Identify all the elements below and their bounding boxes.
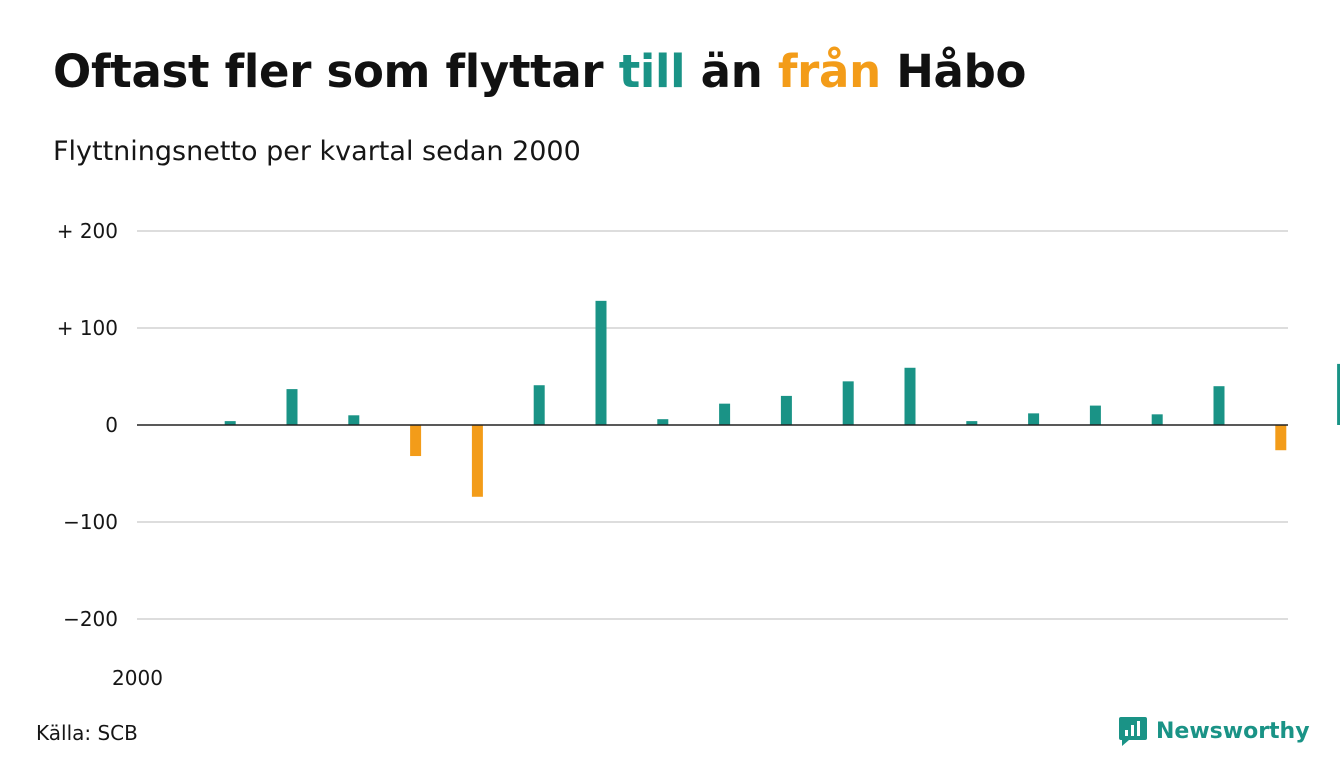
y-tick-label: + 100 <box>57 316 118 340</box>
y-tick-label: 0 <box>105 413 118 437</box>
bar <box>348 415 360 425</box>
bar <box>1213 386 1225 425</box>
bar <box>224 421 236 425</box>
title-part-fran: från <box>777 45 881 98</box>
title-part-5: Håbo <box>880 45 1027 98</box>
title-part-3: än <box>685 45 778 98</box>
bar <box>1028 413 1040 425</box>
grid-lines <box>137 230 1288 620</box>
x-tick-label: 2000 <box>112 666 163 690</box>
title-part-1: Oftast fler som flyttar <box>53 45 619 98</box>
brand-name: Newsworthy <box>1156 718 1310 744</box>
bar <box>1337 363 1340 425</box>
bar <box>1089 405 1101 425</box>
chart-subtitle: Flyttningsnetto per kvartal sedan 2000 <box>53 136 581 167</box>
source-label: Källa: SCB <box>36 721 138 745</box>
bar <box>780 395 792 425</box>
bar <box>471 425 483 497</box>
bar <box>1275 425 1287 451</box>
brand-logo: Newsworthy <box>1118 714 1310 748</box>
y-tick-label: + 200 <box>57 219 118 243</box>
bar <box>657 419 669 425</box>
bar <box>533 385 545 425</box>
bars <box>224 300 1340 497</box>
bar <box>286 389 298 425</box>
chart-title: Oftast fler som flyttar till än från Håb… <box>53 44 1026 100</box>
y-tick-label: −200 <box>63 607 118 631</box>
bar <box>1151 414 1163 425</box>
y-tick-label: −100 <box>63 510 118 534</box>
x-axis-labels: 20002005201020152020 <box>112 666 163 690</box>
bar <box>842 381 854 425</box>
y-axis-labels: + 200 + 100 0 −100 −200 <box>57 219 118 631</box>
bar <box>410 425 422 457</box>
bar <box>966 421 978 425</box>
bar <box>595 300 607 425</box>
newsworthy-logo-icon <box>1119 717 1147 746</box>
bar <box>719 403 731 425</box>
title-part-till: till <box>618 45 686 98</box>
bar <box>904 367 916 425</box>
